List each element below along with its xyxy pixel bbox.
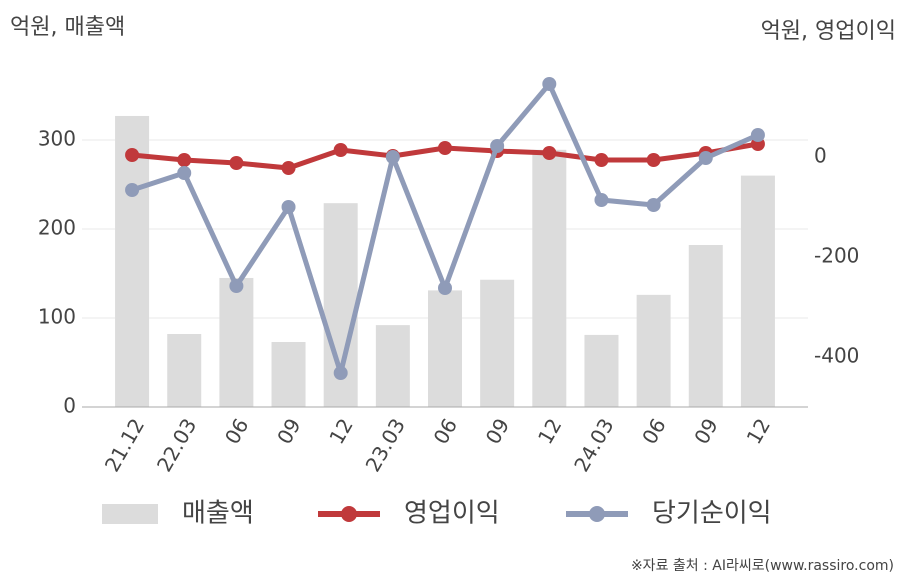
legend-label: 영업이익: [404, 499, 500, 529]
bar: [375, 325, 410, 407]
y-tick-label: 0: [63, 394, 76, 418]
legend-label: 매출액: [182, 499, 254, 529]
y2-axis-title: 억원, 영업이익: [761, 19, 896, 44]
point: [177, 166, 192, 180]
x-tick-label: 22.03: [152, 414, 201, 476]
y-tick-label: 200: [38, 216, 76, 240]
point: [542, 77, 557, 91]
bar: [740, 175, 775, 407]
bar: [219, 277, 254, 407]
point: [333, 143, 348, 157]
y-tick-label: 100: [38, 305, 76, 329]
legend-swatch: [341, 506, 357, 522]
point: [750, 128, 765, 142]
point: [438, 281, 452, 295]
bar: [532, 149, 567, 408]
x-tick-label: 06: [637, 414, 671, 448]
point: [646, 153, 661, 167]
x-tick-label: 09: [689, 414, 723, 448]
point: [125, 148, 140, 162]
bar: [115, 115, 150, 407]
point: [542, 146, 557, 160]
point: [229, 156, 244, 170]
x-tick-label: 24.03: [569, 414, 618, 476]
bar: [688, 245, 723, 407]
source: ※자료 출처 : AI라씨로(www.rassiro.com): [631, 558, 894, 574]
point: [594, 153, 609, 167]
point: [281, 161, 296, 175]
x-tick-label: 12: [742, 414, 776, 448]
bar: [584, 334, 619, 407]
point: [646, 198, 661, 212]
x-tick-label: 12: [533, 414, 567, 448]
y2-tick-label: -200: [814, 244, 859, 268]
bar: [167, 334, 202, 407]
point: [281, 200, 296, 214]
x-tick-label: 06: [220, 414, 254, 448]
point: [698, 151, 713, 165]
point: [490, 139, 505, 153]
x-tick-label: 21.12: [100, 414, 149, 476]
point: [125, 183, 140, 197]
bar: [636, 294, 671, 407]
point: [438, 141, 452, 155]
x-tick-label: 09: [481, 414, 515, 448]
y2-tick-label: -400: [814, 344, 859, 368]
bar: [480, 279, 515, 407]
bar: [271, 342, 306, 407]
point: [385, 150, 400, 164]
x-tick-label: 12: [324, 414, 358, 448]
legend-swatch: [102, 504, 158, 524]
x-tick-label: 23.03: [361, 414, 410, 476]
x-tick-label: 06: [429, 414, 463, 448]
point: [229, 279, 244, 293]
y-tick-label: 300: [38, 127, 76, 151]
point: [333, 366, 348, 380]
legend-label: 당기순이익: [652, 499, 772, 529]
y-axis-title: 억원, 매출액: [10, 15, 125, 40]
x-tick-label: 09: [272, 414, 306, 448]
point: [177, 153, 192, 167]
legend-swatch: [589, 506, 605, 522]
bar: [428, 290, 462, 407]
y2-tick-label: 0: [814, 144, 827, 168]
point: [594, 193, 609, 207]
